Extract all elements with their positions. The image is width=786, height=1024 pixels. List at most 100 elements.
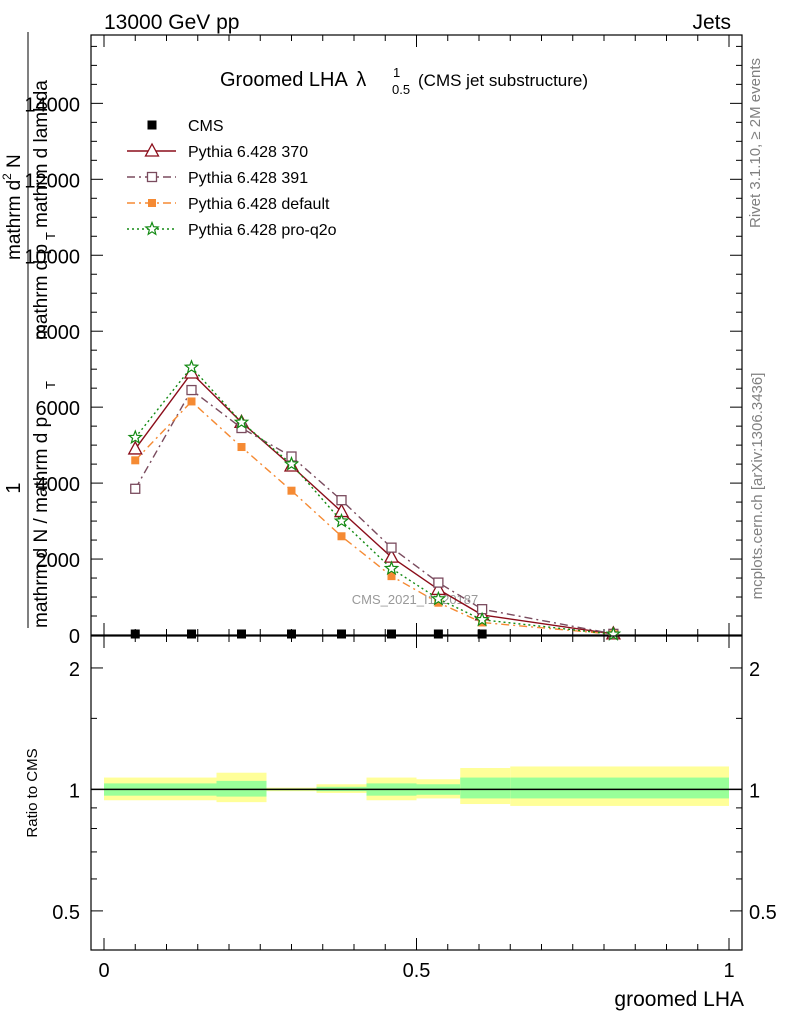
ratio-ticks: [91, 636, 742, 950]
data-point: [383, 560, 400, 576]
ratio-band-inner: [510, 777, 729, 799]
ratio-y-tick-label-right: 1: [749, 780, 760, 802]
legend-entry: Pythia 6.428 370: [127, 142, 308, 161]
ylabel-den1-sub: T: [43, 381, 58, 389]
main-y-tick-label: 6000: [36, 398, 81, 420]
data-point: [433, 577, 444, 588]
x-axis-label: groomed LHA: [614, 988, 744, 1011]
main-y-ticks: [91, 35, 742, 636]
legend-label: Pythia 6.428 370: [188, 144, 308, 161]
data-point: [186, 384, 197, 396]
header-right: Jets: [692, 11, 731, 34]
data-point: [477, 629, 487, 639]
ratio-y-tick-labels: 0.5 0.5 1 1 2 2: [52, 659, 777, 924]
x-tick-label: 0.5: [403, 960, 431, 982]
ylabel-den2-sub: T: [43, 232, 58, 240]
data-point: [336, 495, 347, 506]
main-y-tick-label: 10000: [24, 246, 80, 268]
legend-marker: [144, 142, 160, 157]
svg-text:mathrm d N / mathrm d p: mathrm d N / mathrm d p: [31, 417, 52, 628]
data-point: [237, 443, 246, 452]
data-point: [187, 629, 196, 639]
data-point: [237, 629, 246, 639]
legend-label: Pythia 6.428 default: [188, 196, 330, 213]
main-y-tick-label: 14000: [24, 94, 80, 116]
main-y-tick-label: 0: [69, 626, 80, 648]
data-point: [387, 629, 396, 639]
data-point: [127, 429, 143, 445]
data-point: [131, 456, 140, 465]
side-mcplots-text: mcplots.cern.ch [arXiv:1306.3436]: [749, 373, 766, 600]
data-point: [387, 572, 396, 581]
data-point: [187, 397, 196, 406]
series-pythia-6-428-pro-q2o: [127, 359, 622, 641]
legend: CMS Pythia 6.428 370 Pythia 6.428 391 Pythi…: [127, 118, 337, 239]
legend-label: Pythia 6.428 pro-q2o: [188, 222, 337, 239]
data-point: [130, 483, 141, 494]
watermark: CMS_2021_I1920187: [352, 592, 479, 607]
svg-text:mathrm d p: mathrm d p: [31, 244, 52, 340]
ratio-x-tick-labels: 0 0.5 1: [98, 960, 734, 982]
legend-marker: [146, 171, 158, 183]
legend-marker: [147, 120, 157, 130]
data-point: [605, 626, 622, 641]
data-point: [127, 440, 143, 455]
data-point: [183, 359, 200, 374]
x-tick-label: 0: [98, 960, 109, 982]
ylabel-num2-sup: 2: [0, 173, 14, 180]
ratio-y-tick-label: 0.5: [52, 902, 80, 924]
legend-label: CMS: [188, 118, 224, 135]
data-point: [434, 598, 443, 607]
ylabel-den1: mathrm d N / mathrm d p: [31, 417, 52, 628]
series-layer: [127, 359, 622, 641]
data-point: [283, 455, 300, 471]
ratio-y-tick-label-right: 0.5: [749, 902, 777, 924]
ratio-y-tick-label: 1: [69, 780, 80, 802]
header-left: 13000 GeV pp: [104, 11, 239, 34]
data-point: [287, 486, 296, 495]
main-y-tick-label: 2000: [36, 550, 81, 572]
title-sub: 0.5: [392, 82, 410, 97]
legend-marker: [144, 220, 160, 236]
main-y-tick-label: 4000: [36, 474, 81, 496]
ratio-bands: [104, 766, 729, 806]
data-point: [130, 629, 140, 639]
ylabel-num2-rest: N: [4, 154, 25, 168]
legend-label: Pythia 6.428 391: [188, 170, 308, 187]
data-point: [337, 532, 346, 541]
ylabel-num2: mathrm d: [4, 180, 25, 260]
data-point: [430, 590, 447, 606]
title-main: Groomed LHA: [220, 69, 348, 91]
data-point: [474, 611, 490, 627]
ylabel-den2-rest: mathrm d lambda: [31, 80, 52, 228]
legend-marker: [148, 199, 156, 207]
data-point: [287, 629, 296, 639]
ylabel-den2: mathrm d p: [31, 244, 52, 340]
series-cms: [130, 629, 618, 639]
ratio-y-label: Ratio to CMS: [24, 748, 41, 837]
svg-text:mathrm d: mathrm d: [4, 180, 25, 260]
ratio-y-tick-label-right: 2: [749, 659, 760, 681]
legend-entry: Pythia 6.428 default: [127, 196, 330, 213]
ylabel-num1: 1: [3, 482, 25, 493]
svg-text:Groomed LHA λ: Groomed LHA λ: [220, 69, 366, 91]
main-y-tick-label: 8000: [36, 322, 81, 344]
main-y-label: 1 mathrm d N / mathrm d p T mathrm d 2 N…: [0, 32, 58, 628]
legend-entry: Pythia 6.428 391: [127, 170, 308, 187]
data-point: [333, 512, 350, 528]
x-tick-label: 1: [723, 960, 734, 982]
ratio-y-tick-label: 2: [69, 659, 80, 681]
side-rivet-text: Rivet 3.1.10, ≥ 2M events: [747, 58, 764, 228]
legend-entry: CMS: [147, 118, 224, 135]
title-lambda: λ: [356, 69, 366, 91]
data-point: [337, 629, 346, 639]
data-point: [386, 542, 397, 553]
data-point: [433, 629, 443, 639]
data-point: [233, 414, 250, 429]
plot-title: Groomed LHA λ 1 0.5 (CMS jet substructur…: [220, 65, 588, 97]
main-y-tick-labels: 0 2000 4000 6000 8000 10000 12000 14000: [24, 94, 80, 648]
main-y-tick-label: 12000: [24, 170, 80, 192]
ratio-band-inner: [460, 777, 511, 799]
title-suffix: (CMS jet substructure): [418, 71, 588, 90]
